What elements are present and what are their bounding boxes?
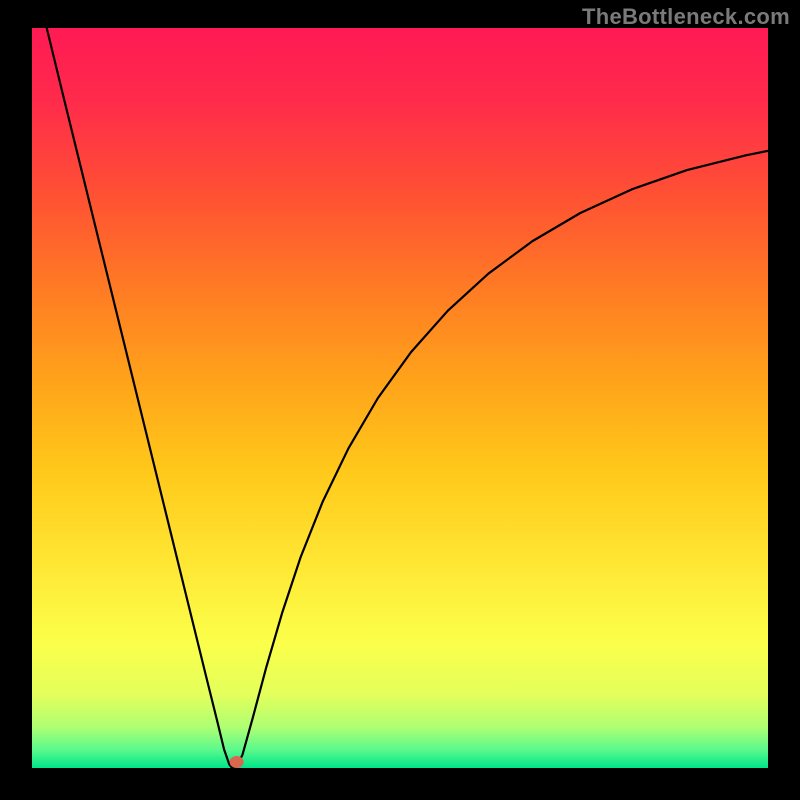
- plot-svg: [32, 28, 768, 768]
- minimum-marker: [230, 756, 244, 768]
- gradient-background: [32, 28, 768, 768]
- watermark-text: TheBottleneck.com: [582, 4, 790, 30]
- chart-container: TheBottleneck.com: [0, 0, 800, 800]
- plot-area: [32, 28, 768, 768]
